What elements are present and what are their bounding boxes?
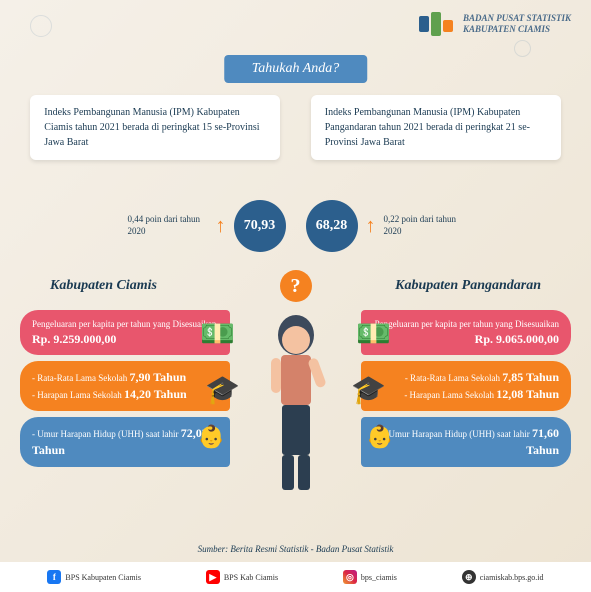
instagram-icon: ◎ [343,570,357,584]
footer: f BPS Kabupaten Ciamis ▶ BPS Kab Ciamis … [0,562,591,592]
header: BADAN PUSAT STATISTIK KABUPATEN CIAMIS [419,12,571,36]
baby-icon: 👶 [366,422,393,453]
graduation-icon: 🎓 [205,371,240,410]
expenditure-ciamis: Pengeluaran per kapita per tahun yang Di… [20,310,230,355]
money-icon: 💵 [200,315,235,354]
ipm-value-pangandaran: 68,28 [306,200,358,252]
baby-icon: 👶 [198,422,225,453]
footer-youtube[interactable]: ▶ BPS Kab Ciamis [206,570,278,584]
arrow-up-icon: ↑ [216,215,226,238]
money-icon: 💵 [356,315,391,354]
life-ciamis: - Umur Harapan Hidup (UHH) saat lahir 72… [20,417,230,467]
org-name-2: KABUPATEN CIAMIS [463,24,571,35]
expenditure-pangandaran: Pengeluaran per kapita per tahun yang Di… [361,310,571,355]
ipm-circles: 70,93 ↑ 0,44 poin dari tahun 2020 68,28 … [0,200,591,252]
question-mark-icon: ? [280,270,312,302]
arrow-up-icon: ↑ [366,215,376,238]
globe-icon: ⊕ [462,570,476,584]
title-banner: Tahukah Anda? [224,55,368,83]
bps-logo [419,12,455,36]
school-ciamis: - Rata-Rata Lama Sekolah 7,90 Tahun - Ha… [20,361,230,411]
region-ciamis: Kabupaten Ciamis [50,278,157,294]
school-pangandaran: - Rata-Rata Lama Sekolah 7,85 Tahun - Ha… [361,361,571,411]
region-pangandaran: Kabupaten Pangandaran [395,278,541,294]
source-text: Sumber: Berita Resmi Statistik - Badan P… [0,544,591,554]
footer-website[interactable]: ⊕ ciamiskab.bps.go.id [462,570,544,584]
thinking-woman-illustration [246,300,346,500]
footer-facebook[interactable]: f BPS Kabupaten Ciamis [47,570,141,584]
org-name-1: BADAN PUSAT STATISTIK [463,13,571,24]
ipm-note-pangandaran: 0,22 poin dari tahun 2020 [384,214,464,237]
fact-boxes: Indeks Pembangunan Manusia (IPM) Kabupat… [0,95,591,160]
facebook-icon: f [47,570,61,584]
footer-instagram[interactable]: ◎ bps_ciamis [343,570,397,584]
ipm-value-ciamis: 70,93 [234,200,286,252]
fact-ciamis: Indeks Pembangunan Manusia (IPM) Kabupat… [30,95,280,160]
ipm-note-ciamis: 0,44 poin dari tahun 2020 [128,214,208,237]
fact-pangandaran: Indeks Pembangunan Manusia (IPM) Kabupat… [311,95,561,160]
youtube-icon: ▶ [206,570,220,584]
life-pangandaran: - Umur Harapan Hidup (UHH) saat lahir 71… [361,417,571,467]
graduation-icon: 🎓 [351,371,386,410]
